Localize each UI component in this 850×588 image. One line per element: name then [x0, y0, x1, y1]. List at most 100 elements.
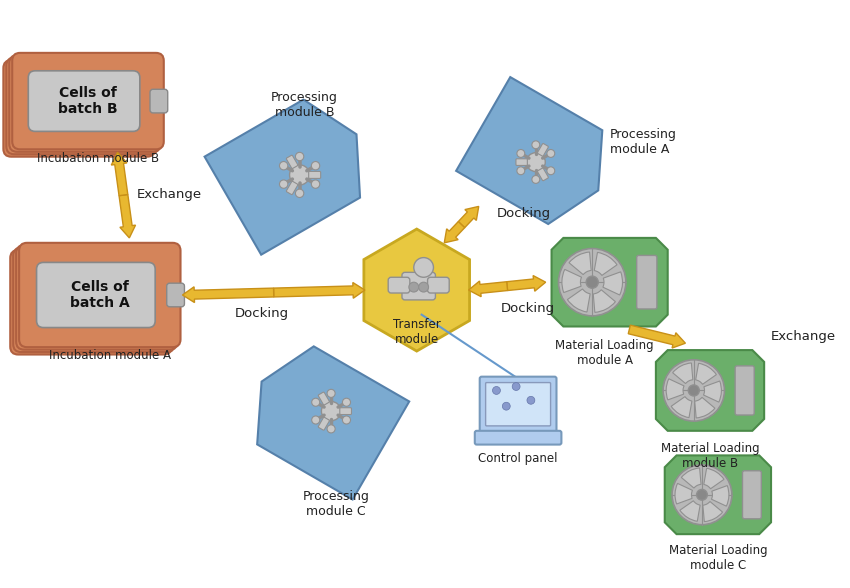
- FancyBboxPatch shape: [16, 245, 178, 350]
- Polygon shape: [258, 346, 409, 499]
- Polygon shape: [364, 229, 469, 351]
- Wedge shape: [562, 269, 581, 293]
- Text: Transfer
module: Transfer module: [393, 318, 440, 346]
- Circle shape: [492, 386, 501, 395]
- Polygon shape: [665, 456, 771, 534]
- FancyBboxPatch shape: [286, 181, 298, 195]
- Circle shape: [280, 180, 288, 188]
- Circle shape: [343, 398, 350, 406]
- FancyArrow shape: [445, 222, 465, 243]
- Wedge shape: [694, 397, 715, 418]
- Circle shape: [414, 258, 434, 278]
- Circle shape: [547, 167, 555, 175]
- FancyArrow shape: [119, 195, 135, 238]
- FancyBboxPatch shape: [388, 278, 410, 293]
- FancyBboxPatch shape: [743, 471, 762, 519]
- Text: Material Loading
module C: Material Loading module C: [669, 544, 768, 572]
- Circle shape: [513, 383, 520, 390]
- Wedge shape: [666, 379, 684, 400]
- Circle shape: [409, 282, 419, 292]
- FancyArrow shape: [458, 206, 479, 228]
- Wedge shape: [568, 289, 590, 312]
- FancyBboxPatch shape: [150, 89, 167, 113]
- Text: Incubation module A: Incubation module A: [48, 349, 171, 362]
- Circle shape: [558, 249, 626, 316]
- Circle shape: [327, 389, 335, 397]
- Circle shape: [312, 416, 320, 424]
- FancyBboxPatch shape: [402, 272, 435, 300]
- Wedge shape: [593, 290, 615, 312]
- Circle shape: [343, 416, 350, 424]
- Wedge shape: [594, 252, 617, 275]
- Wedge shape: [695, 363, 717, 385]
- FancyBboxPatch shape: [637, 255, 657, 309]
- FancyBboxPatch shape: [286, 155, 298, 169]
- Polygon shape: [456, 77, 603, 224]
- Polygon shape: [552, 238, 668, 326]
- FancyBboxPatch shape: [14, 248, 174, 352]
- Wedge shape: [672, 363, 693, 383]
- Polygon shape: [205, 99, 360, 255]
- FancyBboxPatch shape: [479, 377, 557, 435]
- Text: Exchange: Exchange: [137, 188, 202, 201]
- Circle shape: [696, 489, 707, 500]
- Circle shape: [296, 152, 303, 161]
- Circle shape: [672, 465, 732, 524]
- FancyArrow shape: [111, 152, 128, 196]
- Text: Exchange: Exchange: [771, 330, 836, 343]
- Circle shape: [526, 153, 545, 172]
- Text: Processing
module B: Processing module B: [271, 91, 338, 119]
- Text: Material Loading
module B: Material Loading module B: [660, 442, 759, 470]
- Text: Cells of
batch A: Cells of batch A: [70, 280, 130, 310]
- Text: Processing
module A: Processing module A: [609, 128, 677, 156]
- Wedge shape: [675, 483, 693, 504]
- FancyBboxPatch shape: [537, 143, 548, 156]
- Wedge shape: [682, 468, 701, 488]
- FancyArrow shape: [628, 325, 685, 348]
- FancyArrow shape: [183, 287, 274, 303]
- Wedge shape: [603, 272, 622, 295]
- FancyBboxPatch shape: [37, 262, 156, 328]
- Circle shape: [517, 149, 524, 158]
- FancyBboxPatch shape: [28, 71, 140, 131]
- Text: Docking: Docking: [496, 207, 551, 220]
- FancyBboxPatch shape: [318, 417, 330, 430]
- FancyArrow shape: [507, 276, 546, 291]
- Wedge shape: [680, 501, 700, 522]
- FancyBboxPatch shape: [428, 278, 449, 293]
- FancyBboxPatch shape: [537, 168, 548, 181]
- Text: Material Loading
module A: Material Loading module A: [555, 339, 654, 368]
- Circle shape: [532, 141, 540, 149]
- FancyBboxPatch shape: [318, 392, 330, 405]
- FancyBboxPatch shape: [475, 431, 561, 445]
- Circle shape: [311, 162, 320, 170]
- Circle shape: [290, 165, 309, 185]
- FancyBboxPatch shape: [735, 366, 754, 415]
- FancyBboxPatch shape: [309, 172, 320, 178]
- Text: Control panel: Control panel: [479, 452, 558, 466]
- FancyBboxPatch shape: [9, 55, 161, 152]
- Wedge shape: [704, 468, 724, 489]
- Circle shape: [327, 425, 335, 433]
- FancyBboxPatch shape: [167, 283, 184, 307]
- Wedge shape: [711, 486, 729, 506]
- Circle shape: [311, 180, 320, 188]
- Circle shape: [663, 360, 724, 421]
- FancyBboxPatch shape: [485, 383, 551, 426]
- Wedge shape: [704, 381, 722, 402]
- FancyBboxPatch shape: [3, 60, 155, 157]
- Text: Incubation module B: Incubation module B: [37, 152, 159, 165]
- Text: Processing
module C: Processing module C: [303, 490, 370, 518]
- Text: Docking: Docking: [501, 302, 555, 315]
- Wedge shape: [703, 502, 722, 522]
- Circle shape: [532, 175, 540, 183]
- Circle shape: [312, 398, 320, 406]
- Wedge shape: [569, 252, 592, 275]
- Circle shape: [502, 402, 510, 410]
- Circle shape: [517, 167, 524, 175]
- FancyBboxPatch shape: [516, 159, 527, 165]
- Polygon shape: [656, 350, 764, 431]
- Circle shape: [321, 402, 341, 421]
- FancyBboxPatch shape: [340, 407, 351, 415]
- Wedge shape: [672, 397, 692, 417]
